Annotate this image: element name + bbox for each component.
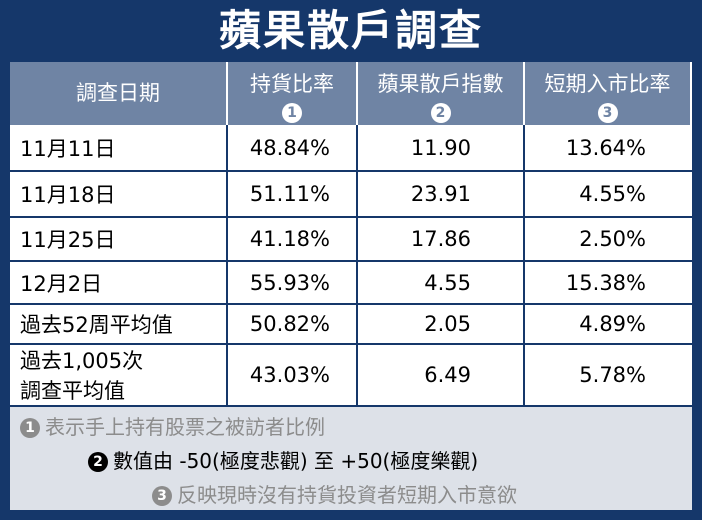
footnote: 1 表示手上持有股票之被訪者比例: [20, 411, 325, 440]
table-cell: 43.03%: [228, 345, 358, 405]
header-marker: 2: [430, 103, 451, 123]
table-cell: 23.91: [358, 172, 525, 216]
table-cell: 48.84%: [228, 125, 358, 170]
table-cell: 12月2日: [10, 262, 228, 303]
table-cell: 55.93%: [228, 262, 358, 303]
value: 4.55%: [579, 182, 646, 206]
table-cell: 2.50%: [525, 218, 692, 260]
header-text: 持貨比率: [250, 72, 334, 96]
date-label: 11月25日: [20, 228, 116, 252]
value: 2.05: [424, 312, 471, 336]
table-cell: 6.49: [358, 345, 525, 405]
table-row: 過去1,005次 調查平均值 43.03% 6.49 5.78%: [10, 345, 692, 407]
footnote: 2 數值由 -50(極度悲觀) 至 +50(極度樂觀): [88, 445, 478, 474]
value: 6.49: [424, 363, 471, 387]
value: 5.78%: [579, 363, 646, 387]
table-cell: 11月18日: [10, 172, 228, 216]
table-cell: 過去1,005次 調查平均值: [10, 345, 228, 405]
date-label: 過去52周平均值: [20, 313, 173, 337]
table-cell: 過去52周平均值: [10, 305, 228, 343]
value: 17.86: [410, 227, 471, 251]
table-cell: 41.18%: [228, 218, 358, 260]
footnote: 3 反映現時沒有持貨投資者短期入市意欲: [152, 479, 517, 508]
date-label: 過去1,005次: [20, 349, 144, 373]
date-label: 12月2日: [20, 271, 103, 296]
value: 43.03%: [249, 363, 330, 387]
table-cell: 11月11日: [10, 125, 228, 170]
value: 51.11%: [249, 182, 330, 206]
value: 13.64%: [565, 135, 646, 160]
header-cell: 調查日期: [10, 62, 228, 125]
footnote-text: 反映現時沒有持貨投資者短期入市意欲: [177, 483, 517, 507]
header-cell: 蘋果散戶指數 2: [358, 62, 525, 125]
value: 2.50%: [579, 227, 646, 251]
footnote-marker: 1: [20, 418, 40, 438]
header-marker: 3: [597, 103, 618, 123]
footnote-marker: 2: [88, 452, 108, 472]
header-cell: 持貨比率 1: [228, 62, 358, 125]
table-row: 過去52周平均值 50.82% 2.05 4.89%: [10, 305, 692, 345]
table-cell: 5.78%: [525, 345, 692, 405]
table-cell: 4.89%: [525, 305, 692, 343]
footnote-text: 表示手上持有股票之被訪者比例: [45, 415, 325, 439]
table-cell: 50.82%: [228, 305, 358, 343]
value: 41.18%: [249, 227, 330, 251]
table-cell: 51.11%: [228, 172, 358, 216]
table-row: 12月2日 55.93% 4.55 15.38%: [10, 262, 692, 305]
table-row: 11月18日 51.11% 23.91 4.55%: [10, 172, 692, 218]
table-cell: 4.55: [358, 262, 525, 303]
table-cell: 4.55%: [525, 172, 692, 216]
table-cell: 13.64%: [525, 125, 692, 170]
date-label: 調查平均值: [20, 379, 125, 403]
value: 23.91: [410, 182, 471, 206]
header-cell: 短期入市比率 3: [525, 62, 692, 125]
footnote-marker: 3: [152, 486, 172, 506]
table-cell: 11月25日: [10, 218, 228, 260]
table-cell: 2.05: [358, 305, 525, 343]
value: 4.55: [424, 270, 471, 295]
value: 11.90: [410, 135, 471, 160]
table-cell: 11.90: [358, 125, 525, 170]
footnotes: 1 表示手上持有股票之被訪者比例 2 數值由 -50(極度悲觀) 至 +50(極度樂觀…: [10, 407, 692, 510]
header-text: 蘋果散戶指數: [377, 72, 504, 96]
table-cell: 15.38%: [525, 262, 692, 303]
value: 48.84%: [249, 135, 330, 160]
value: 15.38%: [565, 270, 646, 295]
table-row: 11月11日 48.84% 11.90 13.64%: [10, 125, 692, 172]
header-text: 短期入市比率: [544, 72, 671, 96]
header-marker: 1: [282, 103, 302, 123]
table-cell: 17.86: [358, 218, 525, 260]
value: 4.89%: [579, 312, 646, 336]
table-row: 11月25日 41.18% 17.86 2.50%: [10, 218, 692, 262]
title: 蘋果散戶調查: [218, 6, 483, 55]
footnote-text: 數值由 -50(極度悲觀) 至 +50(極度樂觀): [113, 449, 479, 473]
value: 50.82%: [249, 312, 330, 336]
date-label: 11月18日: [20, 183, 116, 207]
value: 55.93%: [249, 270, 330, 295]
header-text: 調查日期: [76, 81, 160, 105]
date-label: 11月11日: [20, 136, 116, 161]
